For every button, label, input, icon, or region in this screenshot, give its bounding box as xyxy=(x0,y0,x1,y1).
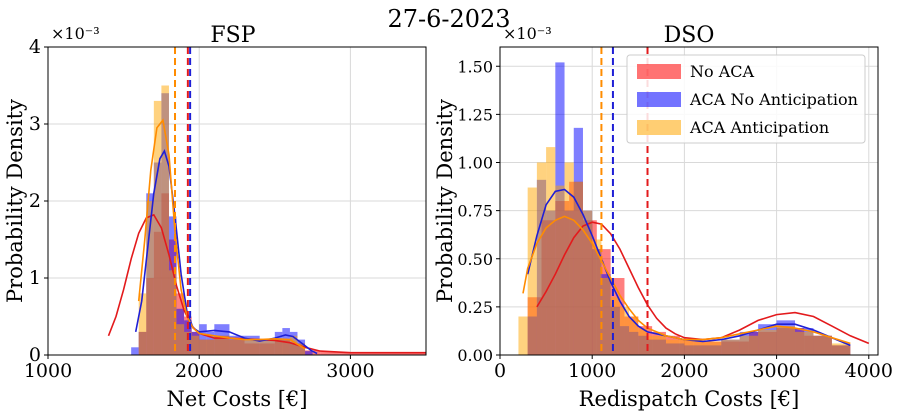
panel-fsp-bar-aca-anticipation xyxy=(199,339,215,355)
legend-swatch-aca-anticipation xyxy=(637,120,681,135)
panel-dso-title: DSO xyxy=(664,23,715,48)
panel-dso-bar-aca-anticipation xyxy=(684,339,703,355)
panel-dso-bar-aca-anticipation xyxy=(739,335,759,355)
panel-fsp-xtick-label: 2000 xyxy=(175,360,223,382)
panel-fsp-bar-aca-anticipation xyxy=(153,100,162,355)
panel-fsp-bar-aca-anticipation xyxy=(289,335,298,355)
panel-dso-ytick-label: 1.50 xyxy=(457,57,493,76)
panel-fsp-bar-aca-anticipation xyxy=(191,335,200,355)
legend-label-no-aca: No ACA xyxy=(690,62,755,81)
panel-dso-bar-aca-anticipation xyxy=(813,335,832,355)
panel-dso-plot xyxy=(518,47,870,355)
panel-dso-bar-aca-anticipation xyxy=(527,187,537,355)
panel-fsp-bar-aca-anticipation xyxy=(146,201,154,355)
panel-dso-bar-aca-anticipation xyxy=(610,297,620,355)
panel-fsp-bar-aca-anticipation xyxy=(138,293,147,355)
panel-dso-ytick-label: 0.25 xyxy=(457,298,493,317)
panel-dso-bar-aca-anticipation xyxy=(647,335,666,355)
panel-fsp-xtick-label: 1000 xyxy=(24,360,72,382)
panel-dso-ytick-label: 0.75 xyxy=(457,202,493,221)
panel-fsp-bar-no-aca xyxy=(320,351,351,355)
panel-dso-kde-aca-anticipation xyxy=(522,215,851,345)
panel-fsp-bar-aca-anticipation xyxy=(259,339,275,355)
panel-dso-bar-aca-anticipation xyxy=(795,331,814,355)
panel-fsp-ylabel: Probability Density xyxy=(3,99,27,303)
panel-fsp-xtick-label: 3000 xyxy=(326,360,374,382)
panel-dso-xlabel: Redispatch Costs [€] xyxy=(579,387,800,411)
panel-dso-bar-aca-anticipation xyxy=(518,316,528,355)
legend-frame xyxy=(626,54,866,144)
panel-dso-bar-aca-anticipation xyxy=(721,339,740,355)
panel-fsp-bar-aca-anticipation xyxy=(176,324,185,355)
panel-dso-bar-aca-anticipation xyxy=(555,185,565,355)
panel-fsp-xlabel: Net Costs [€] xyxy=(166,387,307,411)
panel-fsp-ytick-label: 4 xyxy=(29,36,41,58)
panel-fsp-bar-aca-anticipation xyxy=(229,339,245,355)
panel-dso-xtick-label: 0 xyxy=(494,360,506,382)
panel-dso-xtick-label: 1000 xyxy=(568,360,616,382)
panel-dso-frame xyxy=(499,46,879,356)
panel-fsp-title: FSP xyxy=(210,23,255,48)
panel-dso-xtick-label: 3000 xyxy=(752,360,800,382)
panel-dso-ytick-label: 1.00 xyxy=(457,154,493,173)
panel-fsp-plot xyxy=(107,47,426,355)
panel-fsp-kde-aca-anticipation xyxy=(137,118,306,350)
panel-fsp: 1000 2000 3000 0 1 2 3 4 ×10⁻³ FSP Net Costs [€] Pr… xyxy=(3,23,427,411)
panel-fsp-bar-aca-anticipation xyxy=(244,339,260,355)
panel-dso-bar-aca-anticipation xyxy=(629,316,639,355)
panel-dso-bar-aca-anticipation xyxy=(564,162,574,355)
panel-dso-bar-aca-anticipation xyxy=(638,328,648,355)
legend-swatch-no-aca xyxy=(637,64,681,79)
panel-dso-xtick-label: 2000 xyxy=(660,360,708,382)
panel-dso: 0 1000 2000 3000 4000 0.00 0.25 0.50 0.75 1.00 1.2… xyxy=(433,23,893,411)
panel-fsp-bar-aca-anticipation xyxy=(161,85,169,355)
panel-fsp-bar-aca-no-anticipation xyxy=(305,351,313,355)
panel-fsp-ytick-label: 2 xyxy=(29,190,41,212)
panel-dso-bar-aca-anticipation xyxy=(582,210,593,355)
panel-fsp-bar-aca-anticipation xyxy=(274,339,290,355)
panel-dso-ytick-label: 0.50 xyxy=(457,250,493,269)
panel-fsp-bar-aca-anticipation xyxy=(214,335,230,355)
panel-dso-kde-no-aca xyxy=(536,221,870,345)
panel-fsp-bar-aca-anticipation xyxy=(297,343,306,355)
panel-dso-bar-aca-anticipation xyxy=(601,278,611,355)
panel-dso-bar-aca-anticipation xyxy=(546,147,556,355)
legend-swatch-aca-no-anticipation xyxy=(637,92,681,107)
panel-dso-ylabel: Probability Density xyxy=(433,99,457,303)
panel-fsp-bar-aca-no-anticipation xyxy=(131,347,139,355)
panel-fsp-bar-aca-anticipation xyxy=(168,270,177,355)
panel-fsp-bar-aca-anticipation xyxy=(184,331,192,355)
panel-dso-bar-aca-anticipation xyxy=(831,343,851,355)
figure-title: 27-6-2023 xyxy=(387,5,510,33)
panel-fsp-ytick-label: 3 xyxy=(29,113,41,135)
panel-dso-bar-aca-anticipation xyxy=(758,329,777,355)
panel-dso-bar-aca-anticipation xyxy=(776,326,796,355)
panel-dso-bar-aca-anticipation xyxy=(536,162,547,355)
panel-dso-bar-aca-anticipation xyxy=(619,306,630,355)
panel-fsp-bar-no-aca xyxy=(350,352,426,355)
panel-fsp-ytick-label: 0 xyxy=(29,344,41,366)
panel-dso-bar-aca-anticipation xyxy=(573,181,583,355)
panel-fsp-ytick-label: 1 xyxy=(29,267,41,289)
panel-fsp-y-multiplier: ×10⁻³ xyxy=(51,24,100,43)
panel-dso-xtick-label: 4000 xyxy=(845,360,893,382)
panel-dso-y-multiplier: ×10⁻³ xyxy=(503,24,552,43)
panel-dso-ytick-label: 1.25 xyxy=(457,105,493,124)
legend-label-aca-no-anticipation: ACA No Anticipation xyxy=(689,90,858,109)
legend-label-aca-anticipation: ACA Anticipation xyxy=(689,118,829,137)
panel-dso-bar-aca-anticipation xyxy=(665,339,685,355)
panel-dso-kde-aca-no-anticipation xyxy=(526,188,851,347)
legend: No ACA ACA No Anticipation ACA Anticipat… xyxy=(626,54,866,144)
panel-dso-bar-aca-anticipation xyxy=(702,341,722,355)
panel-dso-ytick-label: 0.00 xyxy=(457,346,493,365)
panel-dso-bar-aca-anticipation xyxy=(592,239,602,355)
